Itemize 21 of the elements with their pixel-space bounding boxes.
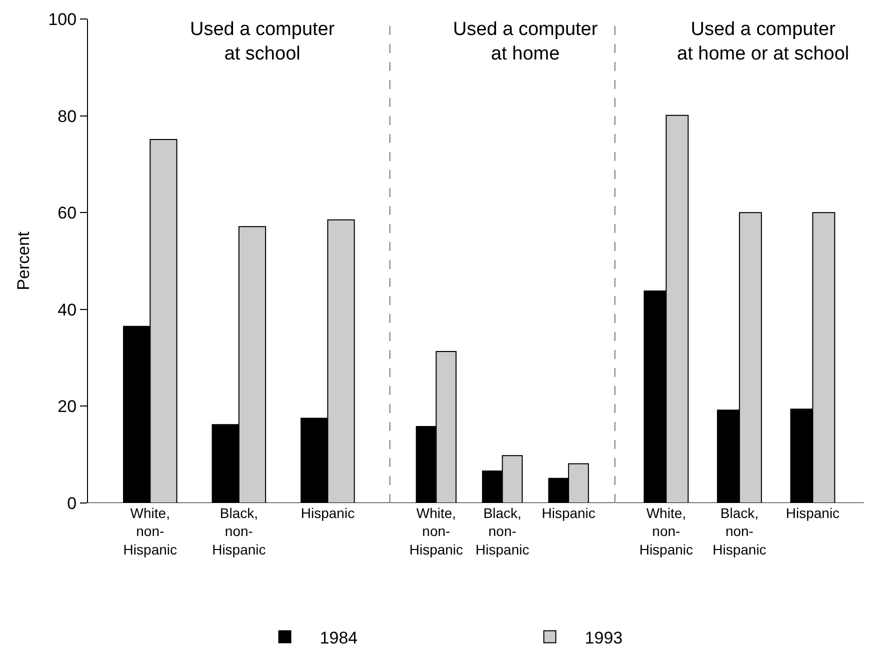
text: Used a computer at home or at school	[677, 19, 850, 65]
y-axis-title: Percent	[14, 231, 33, 290]
x-tick-label: Hispanic	[542, 505, 596, 521]
text: Used a computer at home	[453, 19, 598, 65]
text: Used a computer at school	[190, 19, 336, 65]
y-tick-label: 40	[58, 300, 77, 320]
legend-label: 1984	[320, 628, 358, 648]
y-tick-label: 20	[58, 397, 77, 416]
y-tick-label: 80	[58, 106, 77, 126]
x-tick-label: Black, non- Hispanic	[476, 505, 530, 558]
x-tick-label: White, non- Hispanic	[123, 505, 177, 558]
x-tick-label: White, non- Hispanic	[409, 505, 464, 558]
x-tick-label: White, non- Hispanic	[639, 505, 694, 558]
x-tick-label: Hispanic	[300, 505, 355, 521]
y-tick-label: 0	[67, 494, 77, 513]
x-tick-label: Black, non- Hispanic	[212, 505, 266, 558]
x-tick-label: Black, non- Hispanic	[712, 505, 766, 558]
y-tick-label: 60	[58, 204, 77, 223]
x-tick-label: Hispanic	[786, 505, 840, 521]
y-tick-label: 100	[48, 10, 77, 29]
legend-label: 1993	[584, 628, 623, 648]
